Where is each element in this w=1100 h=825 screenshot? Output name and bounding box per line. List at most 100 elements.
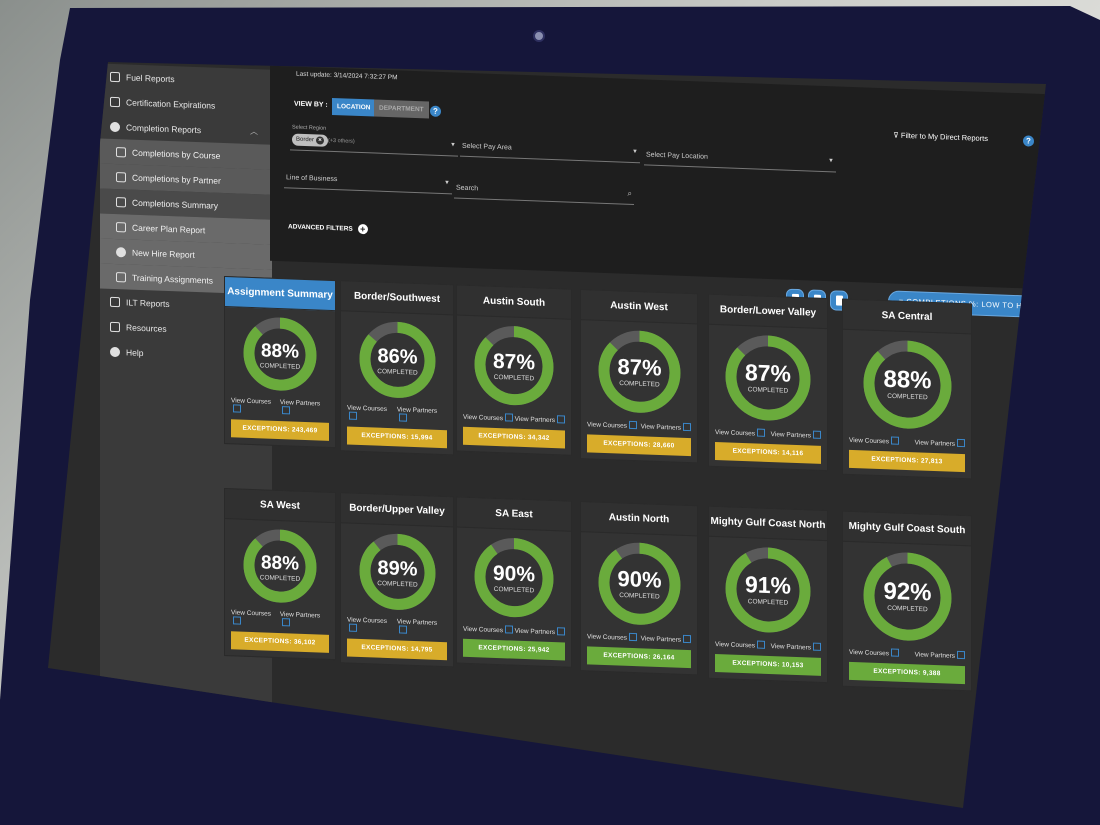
- exceptions-badge[interactable]: EXCEPTIONS: 25,942: [463, 638, 565, 661]
- exceptions-badge[interactable]: EXCEPTIONS: 28,660: [587, 434, 691, 457]
- pay-area-placeholder: Select Pay Area: [462, 142, 512, 152]
- plus-icon: +: [357, 223, 368, 235]
- exceptions-badge[interactable]: EXCEPTIONS: 36,102: [231, 631, 329, 653]
- exceptions-badge[interactable]: EXCEPTIONS: 10,153: [715, 654, 821, 676]
- webcam: [533, 30, 545, 42]
- view-partners-link[interactable]: View Partners: [915, 649, 965, 660]
- view-courses-link[interactable]: View Courses: [463, 412, 513, 423]
- view-courses-link[interactable]: View Courses: [587, 631, 637, 642]
- region-select[interactable]: Border × (+3 others) ▼: [290, 132, 458, 157]
- document-icon: [110, 71, 120, 82]
- external-link-icon: [398, 413, 407, 422]
- card-links: View Courses View Partners: [225, 397, 335, 417]
- exceptions-badge[interactable]: EXCEPTIONS: 34,342: [463, 426, 565, 449]
- exceptions-badge[interactable]: EXCEPTIONS: 9,388: [849, 661, 965, 685]
- help-icon[interactable]: ?: [1023, 135, 1034, 147]
- external-link-icon: [349, 411, 357, 420]
- exceptions-badge[interactable]: EXCEPTIONS: 15,994: [347, 426, 447, 449]
- search-input[interactable]: Search ⌕: [454, 180, 634, 206]
- external-link-icon: [504, 625, 513, 634]
- percent-value: 92%: [883, 578, 931, 607]
- view-courses-link[interactable]: View Courses: [231, 609, 280, 627]
- card-links: View Courses View Partners: [457, 412, 571, 425]
- view-courses-link[interactable]: View Courses: [463, 624, 513, 635]
- chevron-down-icon: ▼: [450, 142, 456, 149]
- view-courses-link[interactable]: View Courses: [587, 419, 637, 430]
- view-courses-link[interactable]: View Courses: [715, 427, 765, 438]
- view-partners-link[interactable]: View Partners: [515, 414, 565, 425]
- region-card[interactable]: Border/Southwest 86% COMPLETED View Courses…: [340, 280, 454, 456]
- region-card[interactable]: SA Central 88% COMPLETED View Courses View P…: [842, 298, 972, 480]
- pay-area-select[interactable]: Select Pay Area ▼: [460, 138, 640, 164]
- region-card[interactable]: Austin South 87% COMPLETED View Courses View…: [456, 284, 572, 456]
- chevron-up-icon: ︿: [250, 126, 258, 137]
- view-partners-link[interactable]: View Partners: [397, 618, 447, 636]
- exceptions-badge[interactable]: EXCEPTIONS: 14,795: [347, 638, 447, 661]
- chevron-down-icon: ▼: [632, 148, 638, 156]
- view-partners-link[interactable]: View Partners: [915, 437, 965, 448]
- link-label: View Partners: [514, 415, 555, 425]
- department-toggle[interactable]: DEPARTMENT: [374, 99, 429, 119]
- exceptions-badge[interactable]: EXCEPTIONS: 26,164: [587, 646, 691, 669]
- view-courses-link[interactable]: View Courses: [347, 405, 397, 423]
- view-courses-link[interactable]: View Courses: [231, 397, 280, 415]
- exceptions-badge[interactable]: EXCEPTIONS: 27,813: [849, 449, 965, 473]
- donut-arc: [243, 317, 317, 391]
- external-link-icon: [557, 415, 565, 424]
- region-card[interactable]: Mighty Gulf Coast North 91% COMPLETED View …: [708, 505, 828, 684]
- sidebar-item-label: Certification Expirations: [126, 96, 216, 111]
- link-label: View Partners: [640, 635, 681, 644]
- line-of-business-placeholder: Line of Business: [286, 174, 338, 184]
- region-card[interactable]: Border/Upper Valley 89% COMPLETED View Cour…: [340, 492, 454, 668]
- completion-donut: 87%COMPLETED: [474, 326, 554, 406]
- card-title: Mighty Gulf Coast North: [709, 506, 827, 542]
- view-partners-link[interactable]: View Partners: [280, 399, 329, 417]
- external-link-icon: [957, 438, 965, 448]
- view-partners-link[interactable]: View Partners: [641, 421, 691, 432]
- donut-arc: [359, 533, 435, 610]
- search-icon[interactable]: ⌕: [627, 188, 632, 198]
- card-title[interactable]: Assignment Summary: [225, 277, 335, 312]
- line-of-business-select[interactable]: Line of Business ▼: [284, 170, 452, 195]
- link-label: View Courses: [463, 625, 503, 635]
- region-card[interactable]: Austin North 90% COMPLETED View Courses View…: [580, 501, 698, 676]
- view-partners-link[interactable]: View Partners: [397, 406, 447, 424]
- completed-label: COMPLETED: [887, 605, 928, 613]
- sidebar-item-label: Resources: [126, 321, 167, 334]
- external-link-icon: [349, 623, 357, 632]
- view-courses-link[interactable]: View Courses: [849, 435, 899, 446]
- view-partners-link[interactable]: View Partners: [771, 429, 821, 440]
- view-partners-link[interactable]: View Partners: [280, 611, 329, 629]
- advanced-filters-button[interactable]: ADVANCED FILTERS +: [288, 221, 368, 235]
- external-link-icon: [890, 648, 899, 657]
- view-partners-link[interactable]: View Partners: [641, 633, 691, 644]
- region-card[interactable]: Austin West 87% COMPLETED View Courses View …: [580, 289, 698, 464]
- view-partners-link[interactable]: View Partners: [515, 626, 565, 637]
- location-toggle[interactable]: LOCATION: [332, 97, 376, 117]
- view-courses-link[interactable]: View Courses: [715, 639, 765, 650]
- percent-value: 88%: [261, 340, 299, 362]
- region-chip[interactable]: Border ×: [292, 133, 329, 147]
- pay-location-select[interactable]: Select Pay Location ▼: [644, 147, 836, 173]
- region-card[interactable]: SA East 90% COMPLETED View Courses View Part…: [456, 496, 572, 668]
- exceptions-badge[interactable]: EXCEPTIONS: 14,116: [715, 442, 821, 464]
- list-icon: [116, 196, 126, 207]
- help-icon[interactable]: ?: [430, 105, 441, 117]
- filter-panel: Last update: 3/14/2024 7:32:27 PM VIEW B…: [270, 65, 1046, 290]
- direct-reports-filter[interactable]: ⊽ Filter to My Direct Reports: [893, 131, 988, 143]
- card-links: View Courses View Partners: [581, 419, 697, 432]
- chip-remove-icon[interactable]: ×: [316, 136, 325, 145]
- completion-donut: 90%COMPLETED: [474, 538, 554, 618]
- percent-value: 91%: [745, 571, 791, 599]
- view-courses-link[interactable]: View Courses: [849, 647, 899, 658]
- region-card[interactable]: Border/Lower Valley 87% COMPLETED View Cour…: [708, 293, 828, 472]
- exceptions-badge[interactable]: EXCEPTIONS: 243,469: [231, 419, 329, 441]
- region-card[interactable]: Mighty Gulf Coast South 92% COMPLETED View …: [842, 510, 972, 692]
- view-partners-link[interactable]: View Partners: [771, 641, 821, 652]
- last-update: Last update: 3/14/2024 7:32:27 PM: [296, 70, 398, 82]
- link-label: View Courses: [463, 413, 503, 423]
- region-card[interactable]: Assignment Summary 88% COMPLETED View Cours…: [224, 276, 336, 449]
- region-card[interactable]: SA West 88% COMPLETED View Courses View Part…: [224, 488, 336, 661]
- view-courses-link[interactable]: View Courses: [347, 617, 397, 635]
- donut-arc: [474, 326, 554, 406]
